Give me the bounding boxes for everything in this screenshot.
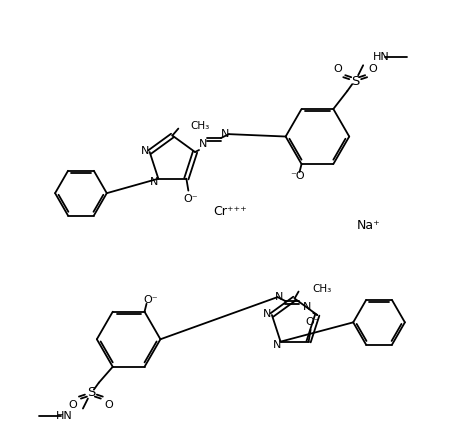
Text: Cr⁺⁺⁺: Cr⁺⁺⁺ <box>213 205 247 217</box>
Text: CH₃: CH₃ <box>190 120 209 131</box>
Text: S: S <box>351 75 360 88</box>
Text: N: N <box>273 340 281 350</box>
Text: O: O <box>333 64 342 74</box>
Text: N: N <box>303 302 311 312</box>
Text: N: N <box>275 292 284 302</box>
Text: HN: HN <box>56 411 73 422</box>
Text: Na⁺: Na⁺ <box>357 220 381 232</box>
Text: N: N <box>199 139 207 149</box>
Text: N: N <box>221 129 229 139</box>
Text: O: O <box>69 400 77 410</box>
Text: O: O <box>104 400 113 410</box>
Text: HN: HN <box>373 52 390 62</box>
Text: O: O <box>369 64 377 74</box>
Text: ⁻O: ⁻O <box>290 171 305 181</box>
Text: N: N <box>150 177 158 187</box>
Text: O⁻: O⁻ <box>143 295 158 305</box>
Text: N: N <box>141 146 149 156</box>
Text: O⁻: O⁻ <box>305 317 320 327</box>
Text: S: S <box>87 386 95 399</box>
Text: O⁻: O⁻ <box>183 194 198 204</box>
Text: CH₃: CH₃ <box>312 284 332 294</box>
Text: N: N <box>263 309 271 319</box>
